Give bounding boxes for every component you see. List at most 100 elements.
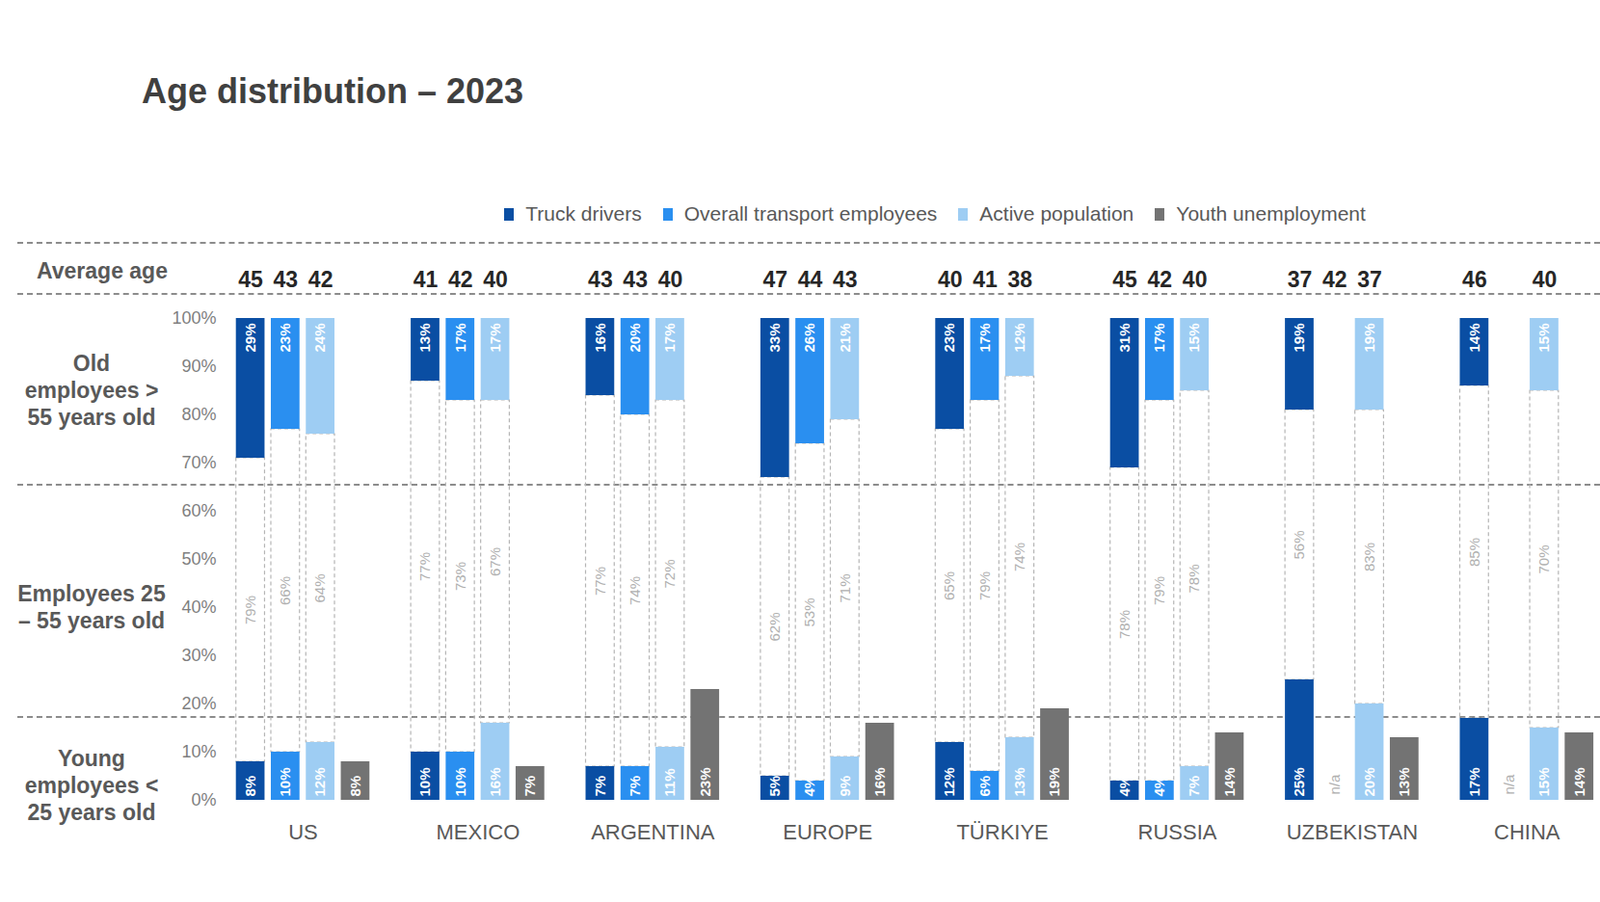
svg-text:21%: 21% [836, 323, 854, 353]
svg-text:70%: 70% [181, 453, 216, 473]
svg-text:40: 40 [1182, 266, 1208, 293]
svg-text:53%: 53% [800, 597, 818, 627]
svg-text:14%: 14% [1571, 767, 1588, 797]
svg-text:40: 40 [482, 266, 508, 293]
svg-text:85%: 85% [1466, 537, 1483, 567]
svg-text:7%: 7% [521, 775, 538, 798]
svg-text:n/a: n/a [1326, 773, 1343, 796]
svg-text:77%: 77% [591, 566, 609, 596]
svg-text:70%: 70% [1535, 544, 1552, 574]
svg-text:56%: 56% [1290, 530, 1307, 560]
svg-text:46: 46 [1462, 266, 1488, 293]
svg-text:16%: 16% [871, 767, 888, 797]
svg-text:19%: 19% [1045, 767, 1063, 797]
svg-text:20%: 20% [181, 693, 216, 714]
svg-text:17%: 17% [976, 323, 993, 353]
svg-text:73%: 73% [452, 561, 469, 591]
svg-text:17%: 17% [661, 323, 678, 353]
svg-text:14%: 14% [1466, 323, 1483, 353]
svg-text:MEXICO: MEXICO [436, 820, 521, 845]
svg-text:90%: 90% [181, 356, 216, 376]
svg-text:10%: 10% [416, 767, 433, 797]
svg-text:15%: 15% [1185, 323, 1202, 353]
svg-text:TÜRKIYE: TÜRKIYE [956, 820, 1048, 845]
svg-text:43: 43 [587, 266, 614, 293]
svg-text:42: 42 [308, 266, 334, 293]
svg-text:5%: 5% [766, 775, 783, 798]
svg-text:17%: 17% [1150, 323, 1168, 353]
svg-text:UZBEKISTAN: UZBEKISTAN [1286, 820, 1419, 845]
svg-text:42: 42 [1147, 266, 1174, 293]
svg-text:41: 41 [972, 266, 998, 293]
svg-text:71%: 71% [836, 573, 854, 603]
svg-text:12%: 12% [311, 767, 328, 797]
svg-text:11%: 11% [661, 768, 678, 797]
svg-text:19%: 19% [1290, 323, 1307, 353]
svg-text:40%: 40% [181, 597, 216, 617]
svg-text:50%: 50% [181, 549, 216, 569]
svg-text:72%: 72% [661, 559, 678, 588]
svg-text:7%: 7% [1185, 775, 1202, 798]
svg-text:15%: 15% [1535, 323, 1552, 353]
svg-text:25%: 25% [1290, 767, 1307, 797]
svg-text:40: 40 [1532, 266, 1558, 293]
svg-text:44: 44 [798, 266, 824, 293]
svg-text:0%: 0% [190, 790, 216, 810]
svg-text:12%: 12% [1011, 323, 1028, 353]
svg-text:10%: 10% [181, 742, 216, 762]
svg-text:40: 40 [937, 266, 963, 293]
svg-text:65%: 65% [940, 571, 958, 601]
svg-text:37: 37 [1287, 266, 1313, 293]
svg-text:10%: 10% [452, 767, 469, 797]
svg-text:78%: 78% [1116, 610, 1133, 640]
svg-text:30%: 30% [181, 645, 216, 666]
svg-text:40: 40 [658, 266, 684, 293]
svg-text:77%: 77% [416, 552, 433, 582]
svg-text:43: 43 [832, 266, 858, 293]
svg-text:79%: 79% [1150, 576, 1168, 606]
svg-text:15%: 15% [1535, 767, 1552, 797]
svg-text:78%: 78% [1185, 563, 1202, 593]
svg-text:8%: 8% [241, 775, 259, 798]
svg-text:4%: 4% [1150, 775, 1168, 798]
svg-text:7%: 7% [591, 775, 609, 798]
svg-text:n/a: n/a [1500, 773, 1518, 796]
svg-text:23%: 23% [940, 323, 958, 353]
svg-text:13%: 13% [1011, 767, 1028, 797]
svg-text:66%: 66% [276, 576, 294, 606]
svg-text:45: 45 [1112, 266, 1138, 293]
svg-text:60%: 60% [181, 501, 216, 521]
svg-text:29%: 29% [241, 323, 259, 353]
svg-text:24%: 24% [311, 323, 328, 353]
svg-text:80%: 80% [181, 404, 216, 425]
svg-text:74%: 74% [1011, 542, 1028, 572]
svg-text:17%: 17% [1466, 767, 1483, 797]
svg-text:12%: 12% [940, 767, 958, 797]
svg-text:31%: 31% [1116, 323, 1133, 353]
svg-text:ARGENTINA: ARGENTINA [590, 820, 716, 845]
svg-text:62%: 62% [766, 612, 783, 641]
svg-text:38: 38 [1007, 266, 1033, 293]
svg-text:42: 42 [1322, 266, 1348, 293]
svg-text:13%: 13% [416, 323, 433, 353]
svg-text:4%: 4% [800, 775, 818, 798]
svg-text:67%: 67% [486, 547, 504, 577]
svg-text:10%: 10% [276, 767, 294, 797]
svg-text:33%: 33% [766, 323, 783, 353]
svg-text:8%: 8% [346, 775, 364, 798]
svg-text:83%: 83% [1360, 542, 1378, 572]
svg-text:4%: 4% [1116, 775, 1133, 798]
svg-text:43: 43 [273, 266, 299, 293]
svg-text:47: 47 [762, 266, 788, 293]
svg-text:43: 43 [622, 266, 648, 293]
svg-text:EUROPE: EUROPE [782, 820, 873, 845]
svg-text:CHINA: CHINA [1493, 820, 1561, 845]
svg-text:RUSSIA: RUSSIA [1138, 820, 1218, 845]
svg-text:US: US [288, 820, 319, 845]
svg-text:19%: 19% [1360, 323, 1378, 353]
svg-text:37: 37 [1357, 266, 1383, 293]
svg-text:6%: 6% [976, 775, 993, 798]
svg-text:17%: 17% [452, 323, 469, 353]
svg-text:45: 45 [238, 266, 264, 293]
svg-text:23%: 23% [696, 767, 714, 797]
